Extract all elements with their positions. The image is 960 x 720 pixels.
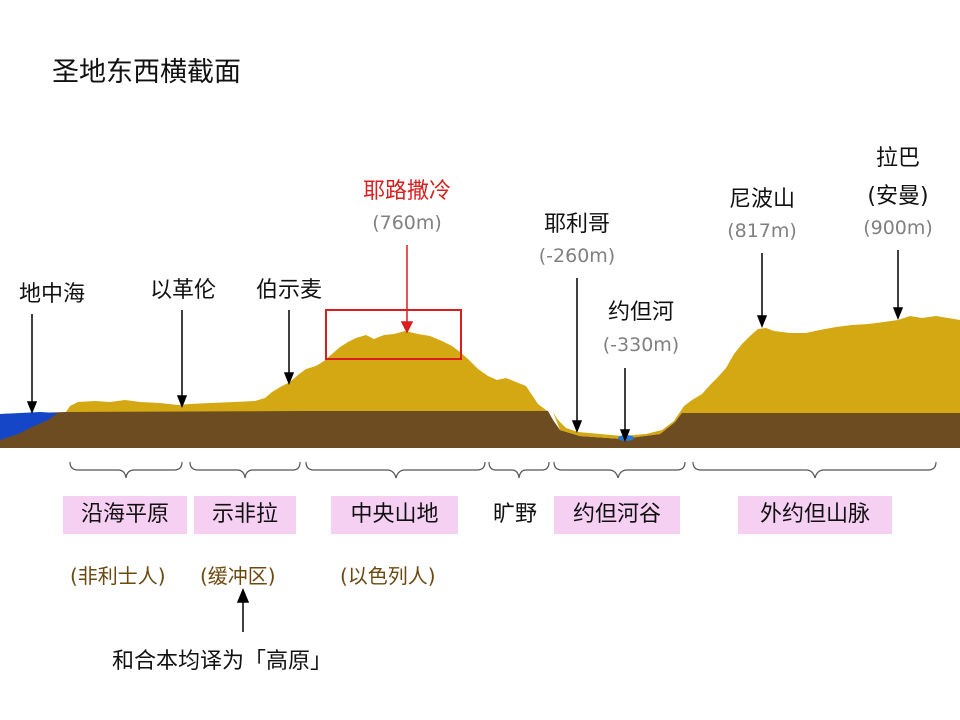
label-beth-shemesh: 伯示麦 xyxy=(255,278,323,303)
elevation-jordan-river: (-330m) xyxy=(602,334,680,356)
region-wilderness: 旷野 xyxy=(493,502,538,527)
region-jordan-valley: 约但河谷 xyxy=(554,496,680,534)
highlight-box xyxy=(325,309,462,360)
translation-note: 和合本均译为「高原」 xyxy=(112,649,333,674)
region-transjordan-mountains: 外约但山脉 xyxy=(738,496,892,534)
region-shephelah: 示非拉 xyxy=(194,496,296,534)
elevation-jerusalem: (760m) xyxy=(372,212,442,234)
people-buffer-zone: (缓冲区) xyxy=(200,564,276,588)
label-rabbah: 拉巴 xyxy=(875,146,921,171)
elevation-jericho: (-260m) xyxy=(538,245,616,267)
label-mediterranean: 地中海 xyxy=(18,282,86,307)
label-ekron: 以革伦 xyxy=(149,278,217,303)
page-title: 圣地东西横截面 xyxy=(52,57,241,88)
elevation-mount-nebo: (817m) xyxy=(727,220,797,242)
region-central-highlands: 中央山地 xyxy=(331,496,458,534)
bedrock-layer xyxy=(0,410,960,448)
western-highlands xyxy=(66,331,548,412)
label-jericho: 耶利哥 xyxy=(543,212,611,237)
label-mount-nebo: 尼波山 xyxy=(728,187,796,212)
label-jerusalem: 耶路撒冷 xyxy=(362,179,452,204)
eastern-mountains xyxy=(553,316,960,439)
label-rabbah-amman: (安曼) xyxy=(867,184,929,209)
region-coastal-plain: 沿海平原 xyxy=(63,496,187,534)
elevation-rabbah: (900m) xyxy=(863,217,933,239)
people-philistines: (非利士人) xyxy=(70,564,166,588)
people-israelites: (以色列人) xyxy=(340,564,436,588)
label-jordan-river: 约但河 xyxy=(607,300,675,325)
region-braces xyxy=(69,461,937,479)
sea-area xyxy=(0,412,58,440)
